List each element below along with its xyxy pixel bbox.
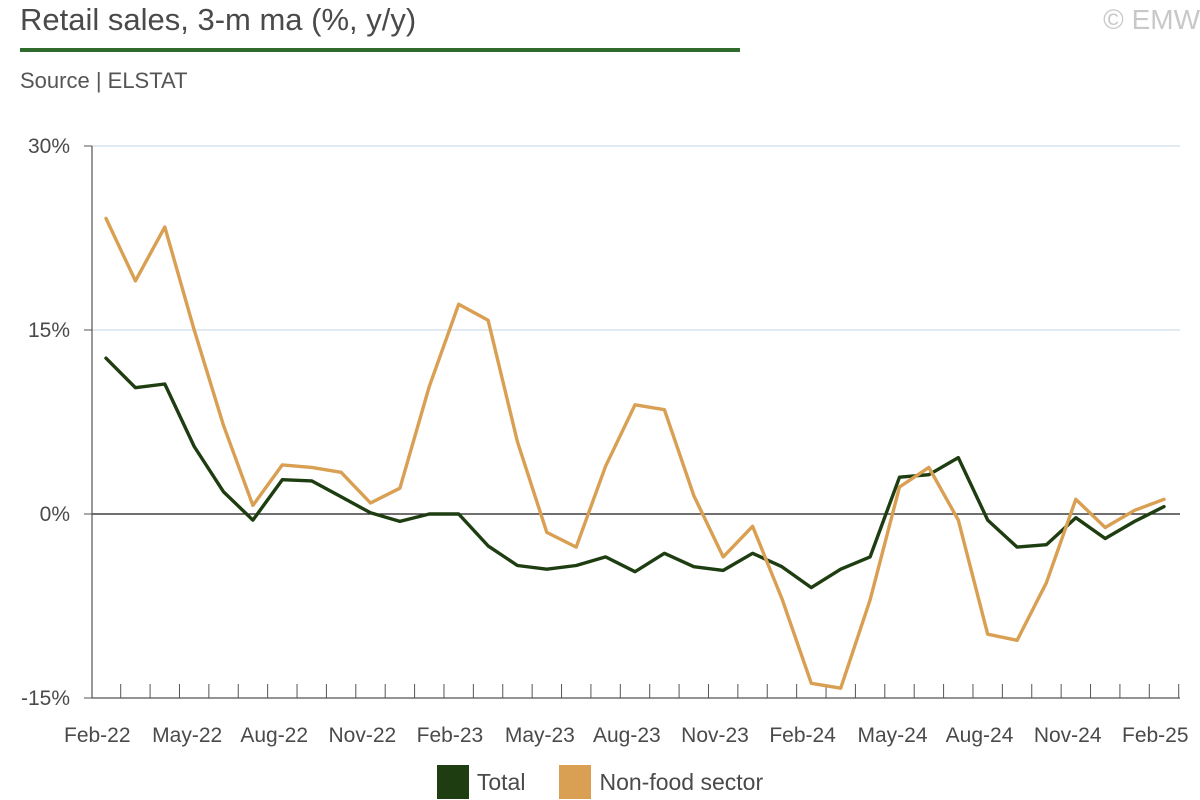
series-line-non-food-sector [104,216,1166,690]
x-tick-label: Feb-22 [64,724,131,747]
x-tick-label: May-23 [505,724,575,747]
grid-lines [92,145,1180,515]
series-lines [104,216,1166,690]
y-tick-label: 30% [28,135,70,158]
copyright-label: © EMW [1103,4,1200,35]
y-tick-label: -15% [21,687,70,710]
x-tick-label: Nov-22 [329,724,397,747]
x-tick-label: Feb-24 [769,724,836,747]
chart-title: Retail sales, 3-m ma (%, y/y) [20,2,417,37]
y-tick-label: 0% [40,503,70,526]
legend: Total Non-food sector [0,764,1200,800]
legend-label-non-food-sector: Non-food sector [599,768,764,795]
x-tick-label: Feb-25 [1122,724,1189,747]
y-tick-labels: 30% 15% 0% -15% [21,135,70,710]
legend-swatch-non-food-sector [559,765,592,799]
legend-item-non-food-sector: Non-food sector [559,765,763,799]
x-tick-label: Feb-23 [417,724,484,747]
x-tick-label: May-24 [858,724,928,747]
source-label: Source | ELSTAT [20,68,188,93]
axes [84,145,1180,699]
x-tick-label: May-22 [152,724,222,747]
x-tick-label: Aug-23 [593,724,661,747]
x-tick-label: Aug-24 [946,724,1014,747]
legend-label-total: Total [476,768,526,795]
y-tick-label: 15% [28,319,70,342]
series-line-total [104,356,1166,590]
x-tick-label: Nov-24 [1034,724,1102,747]
x-tick-labels: Feb-22 May-22 Aug-22 Nov-22 Feb-23 May-23 Aug-… [64,724,1189,747]
x-tick-label: Aug-22 [240,724,308,747]
title-underline [20,48,740,52]
legend-item-total: Total [436,765,526,799]
x-tick-label: Nov-23 [681,724,749,747]
legend-swatch-total [436,765,469,799]
